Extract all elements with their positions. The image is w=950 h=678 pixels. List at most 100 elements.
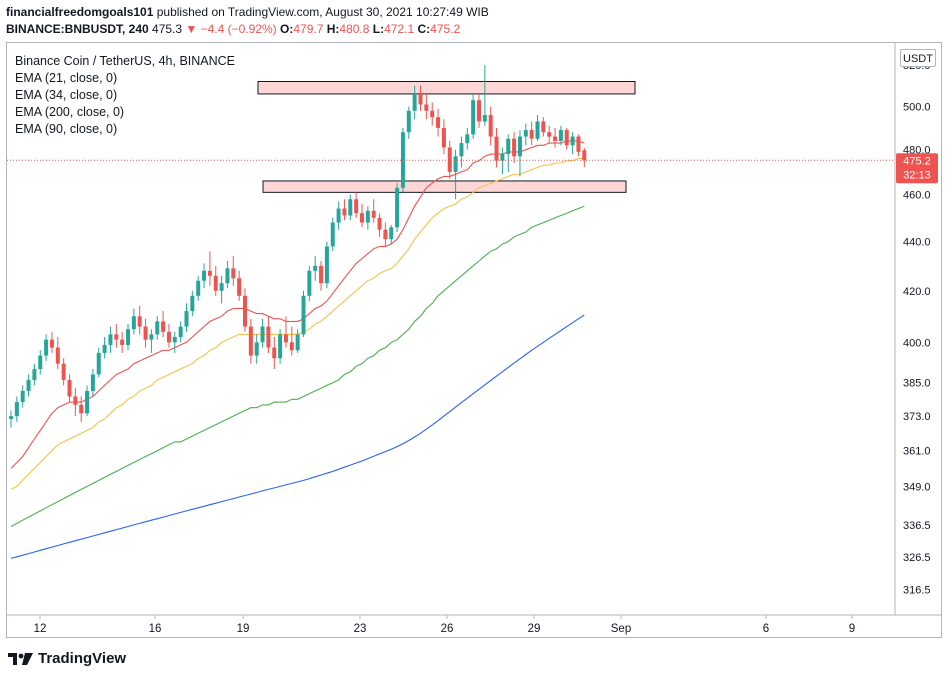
candle[interactable] [412,85,417,120]
candle[interactable] [102,337,107,359]
candle[interactable] [207,251,212,286]
candle[interactable] [178,321,183,343]
candle[interactable] [570,132,575,155]
candle[interactable] [155,316,160,340]
ema90-line[interactable] [10,205,585,527]
candle[interactable] [289,326,294,356]
candle[interactable] [582,147,587,168]
candle[interactable] [14,396,19,422]
support-zone[interactable] [262,180,627,193]
candle[interactable] [67,374,72,403]
candle[interactable] [202,263,207,289]
candle[interactable] [38,350,43,375]
candle[interactable] [49,331,54,353]
candle[interactable] [243,288,247,332]
candle[interactable] [517,130,522,177]
legend-ema90[interactable]: EMA (90, close, 0) [15,122,118,136]
candle[interactable] [137,305,142,335]
legend-ema200[interactable]: EMA (200, close, 0) [15,105,125,119]
candle[interactable] [90,369,95,397]
candle[interactable] [85,385,90,417]
candle[interactable] [482,65,487,126]
candle[interactable] [20,385,25,408]
candle[interactable] [506,134,511,172]
candle[interactable] [143,318,148,348]
candle[interactable] [219,275,224,304]
candle[interactable] [61,358,66,386]
candle[interactable] [471,93,476,139]
ema34-line[interactable] [10,157,585,490]
candle[interactable] [436,108,441,137]
candle[interactable] [395,183,400,233]
candle[interactable] [225,260,230,289]
candle[interactable] [430,102,435,126]
candle[interactable] [26,374,31,397]
candle[interactable] [348,194,353,221]
candle[interactable] [248,318,253,364]
candle[interactable] [535,115,540,141]
candle[interactable] [166,323,171,348]
candle[interactable] [79,396,84,422]
candle[interactable] [231,256,236,286]
legend-ema21[interactable]: EMA (21, close, 0) [15,71,118,85]
candle[interactable] [441,119,446,155]
candle[interactable] [213,265,218,296]
candle[interactable] [9,410,13,428]
candle[interactable] [330,217,335,252]
resistance-zone[interactable] [257,80,636,95]
candle[interactable] [529,121,534,146]
candle[interactable] [383,222,388,247]
candle[interactable] [365,206,370,230]
candle[interactable] [126,323,130,351]
candle[interactable] [477,93,481,128]
candle[interactable] [354,192,359,218]
candle[interactable] [196,275,201,301]
candle[interactable] [512,132,517,163]
candle[interactable] [558,125,563,146]
candle[interactable] [172,331,177,353]
candle[interactable] [307,265,312,301]
candle[interactable] [266,316,271,353]
candle[interactable] [342,199,347,221]
candle[interactable] [190,290,195,317]
tradingview-logo[interactable]: TradingView [8,650,126,667]
candle[interactable] [295,329,300,353]
candle[interactable] [547,125,552,144]
candle[interactable] [424,93,429,120]
candle[interactable] [324,241,329,289]
candle[interactable] [184,303,189,332]
candle[interactable] [55,337,60,370]
candle[interactable] [371,199,376,223]
candle[interactable] [564,127,569,150]
candle[interactable] [161,311,166,338]
candle[interactable] [237,270,242,301]
candle[interactable] [272,337,277,370]
candle[interactable] [44,334,49,361]
candle[interactable] [576,134,581,157]
candle[interactable] [418,85,423,111]
candle[interactable] [447,140,452,179]
candle[interactable] [336,201,341,230]
candle[interactable] [494,127,499,168]
legend-ema34[interactable]: EMA (34, close, 0) [15,88,118,102]
candle[interactable] [278,329,283,364]
candle[interactable] [260,318,265,348]
candle[interactable] [301,290,306,338]
candle[interactable] [73,388,78,417]
candle[interactable] [500,147,505,175]
candle[interactable] [114,323,119,348]
currency-button[interactable]: USDT [900,49,936,67]
candle[interactable] [406,106,411,139]
candle[interactable] [400,127,405,193]
candle[interactable] [465,127,470,150]
candle[interactable] [389,224,394,245]
candle[interactable] [131,308,136,335]
candle[interactable] [96,347,101,378]
ema21-line[interactable] [10,140,585,469]
candle[interactable] [453,149,458,200]
candle[interactable] [523,123,528,146]
candle[interactable] [313,256,318,281]
candle[interactable] [459,136,464,168]
candle[interactable] [553,127,558,148]
